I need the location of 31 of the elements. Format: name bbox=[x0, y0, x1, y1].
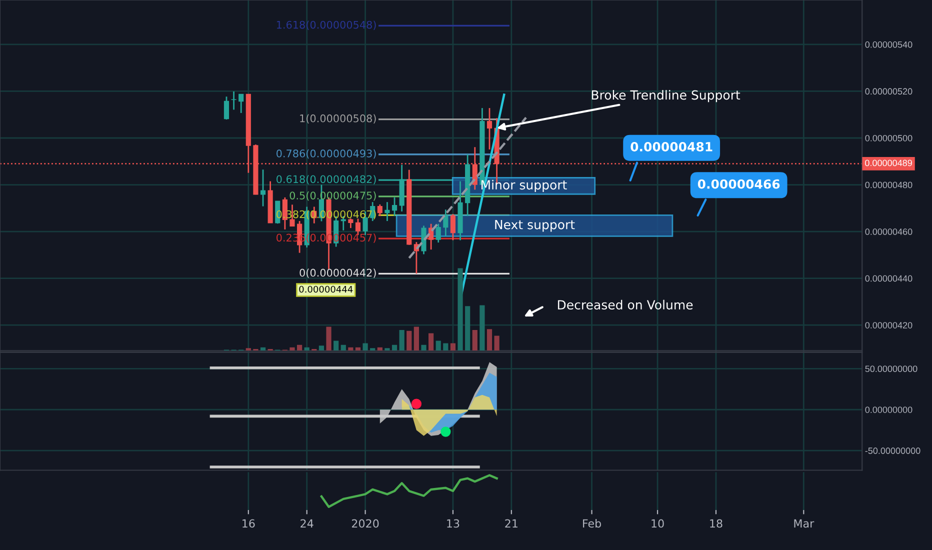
x-tick-label: 16 bbox=[242, 519, 255, 528]
x-tick-label: Mar bbox=[794, 519, 814, 528]
y-tick-label: 0.00000000 bbox=[865, 406, 912, 413]
x-tick-label: 13 bbox=[447, 519, 460, 528]
y-tick-label: 0.00000480 bbox=[865, 182, 912, 188]
y-tick-label: 50.00000000 bbox=[865, 366, 918, 372]
x-tick-label: 24 bbox=[300, 519, 314, 528]
ref-line-label: 1.618(0.00000548) bbox=[276, 20, 376, 30]
ref-line-label: 0.00000489 bbox=[865, 160, 912, 166]
x-tick-label: 2020 bbox=[352, 519, 379, 528]
annotation: 0.00000444 bbox=[299, 286, 353, 293]
y-tick-label: 0.00000440 bbox=[865, 275, 912, 282]
y-tick-label: 0.00000500 bbox=[865, 134, 912, 142]
x-tick-label: 21 bbox=[505, 519, 518, 528]
x-tick-label: 18 bbox=[710, 519, 722, 528]
annotation: 0.00000481 bbox=[630, 142, 712, 152]
ref-line-label: 1(0.00000508) bbox=[300, 114, 376, 124]
annotation: 0.00000466 bbox=[698, 179, 780, 189]
ref-line-label: 0.786(0.00000493) bbox=[276, 149, 376, 159]
ref-line-label: 0(0.00000442) bbox=[300, 268, 376, 278]
x-tick-label: Feb bbox=[583, 519, 602, 528]
annotation: Decreased on Volume bbox=[558, 300, 693, 310]
annotation: Broke Trendline Support bbox=[592, 90, 740, 102]
band-label: Next support bbox=[495, 220, 575, 232]
y-tick-label: 0.00000520 bbox=[865, 88, 912, 95]
y-tick-label: 0.00000460 bbox=[865, 228, 912, 235]
y-tick-label: 0.00000540 bbox=[865, 41, 912, 48]
ref-line-label: 0.618(0.00000482) bbox=[276, 175, 376, 184]
y-tick-label: 0.00000420 bbox=[865, 322, 912, 328]
y-tick-label: -50.00000000 bbox=[865, 448, 920, 454]
x-tick-label: 10 bbox=[652, 519, 664, 528]
